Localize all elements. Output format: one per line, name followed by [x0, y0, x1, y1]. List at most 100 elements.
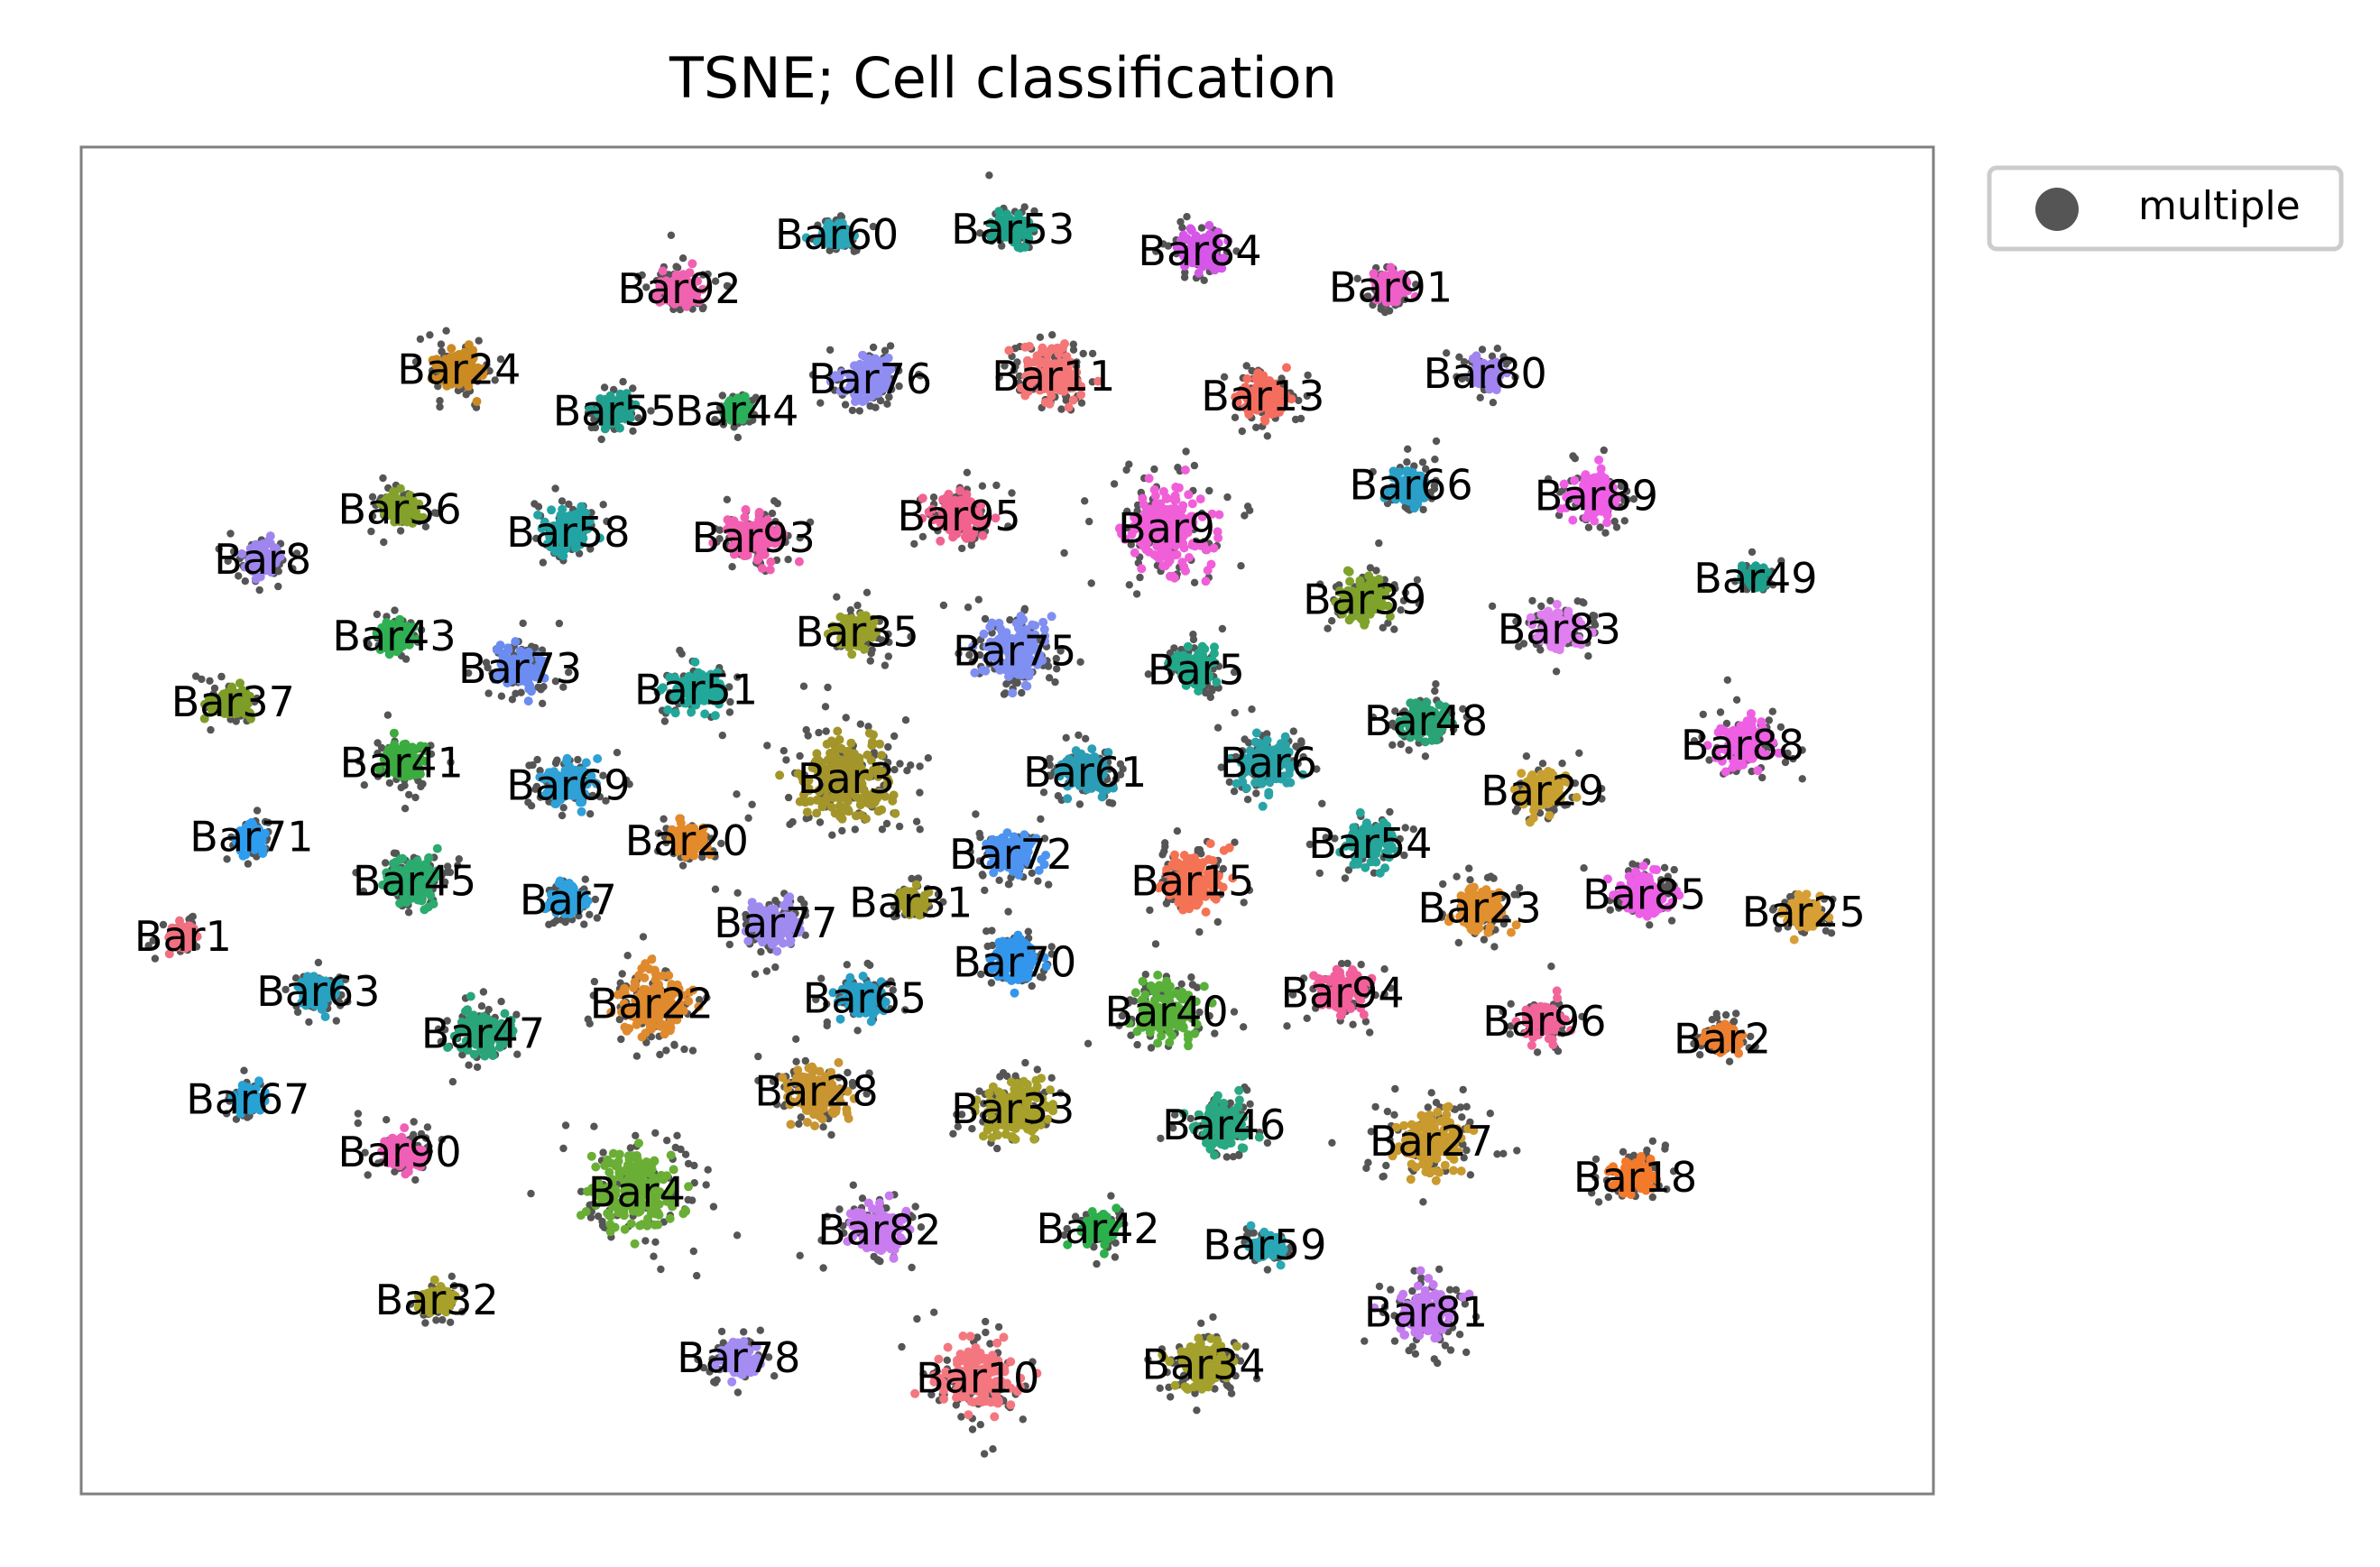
multiple-point: [436, 402, 444, 411]
cell-point: [1149, 484, 1159, 494]
multiple-point: [1218, 624, 1227, 633]
multiple-point: [1238, 427, 1247, 436]
multiple-point: [255, 585, 263, 595]
multiple-point: [1013, 678, 1021, 687]
cell-point: [1282, 363, 1291, 373]
multiple-point: [866, 657, 874, 665]
multiple-point: [1122, 465, 1130, 475]
multiple-point: [379, 474, 387, 483]
multiple-point: [869, 222, 878, 231]
multiple-point: [833, 593, 841, 601]
points-layer: [144, 171, 1837, 1458]
plot-frame: [79, 145, 1935, 1496]
multiple-point: [1432, 437, 1441, 446]
multiple-point: [619, 377, 627, 386]
multiple-point: [274, 582, 282, 591]
multiple-point: [1573, 597, 1582, 605]
multiple-point: [1601, 529, 1610, 537]
multiple-point: [1200, 276, 1208, 284]
multiple-point: [539, 699, 547, 707]
multiple-point: [1375, 539, 1383, 548]
cell-point: [1180, 465, 1190, 475]
cell-point: [1165, 552, 1175, 562]
multiple-point: [1150, 465, 1158, 474]
multiple-point: [974, 595, 983, 604]
multiple-point: [723, 495, 732, 503]
multiple-point: [1085, 517, 1093, 526]
multiple-point: [1048, 331, 1056, 339]
cell-point: [472, 397, 482, 406]
cluster-bar60: [801, 212, 878, 255]
multiple-point: [1036, 333, 1045, 341]
cell-point: [1025, 342, 1034, 351]
multiple-point: [1237, 562, 1245, 570]
multiple-point: [1223, 493, 1232, 502]
cell-point: [1038, 617, 1048, 627]
multiple-point: [1528, 596, 1536, 605]
multiple-point: [416, 335, 425, 344]
multiple-point: [678, 254, 687, 263]
multiple-point: [1206, 693, 1215, 702]
cell-point: [1201, 576, 1211, 586]
multiple-point: [1110, 480, 1119, 488]
cell-point: [813, 237, 822, 247]
multiple-point: [1057, 405, 1065, 413]
multiple-point: [1190, 578, 1199, 586]
cell-point: [1184, 490, 1194, 500]
cell-point: [1181, 566, 1190, 576]
cell-point: [1158, 561, 1168, 571]
cell-point: [1594, 455, 1604, 465]
multiple-point: [1252, 423, 1260, 431]
multiple-point: [551, 484, 559, 493]
multiple-point: [886, 342, 895, 350]
multiple-point: [1552, 668, 1561, 676]
cell-point: [1144, 474, 1154, 484]
multiple-point: [910, 539, 918, 548]
multiple-point: [837, 213, 846, 221]
multiple-point: [1076, 658, 1084, 666]
multiple-point: [1190, 461, 1199, 470]
multiple-point: [848, 406, 857, 415]
cell-point: [1206, 559, 1216, 569]
cell-point: [801, 233, 811, 243]
multiple-point: [863, 588, 872, 596]
chart-title: TSNE; Cell classification: [669, 45, 1337, 111]
multiple-point: [1584, 523, 1593, 531]
multiple-point: [530, 500, 539, 508]
multiple-point: [442, 327, 450, 335]
multiple-point: [1189, 635, 1198, 644]
multiple-point: [1205, 486, 1213, 495]
cell-point: [1137, 564, 1147, 574]
multiple-point: [426, 331, 434, 339]
cell-point: [1342, 566, 1352, 576]
cell-point: [765, 565, 775, 575]
multiple-point: [967, 541, 976, 549]
multiple-point: [1081, 497, 1089, 505]
multiple-point: [667, 231, 676, 239]
multiple-point: [1125, 581, 1134, 589]
cell-point: [1064, 402, 1074, 412]
multiple-point: [660, 717, 669, 725]
multiple-point: [475, 336, 483, 345]
multiple-point: [939, 601, 948, 610]
multiple-point: [718, 732, 726, 740]
multiple-point: [380, 538, 388, 547]
multiple-point: [1600, 446, 1609, 455]
cell-point: [1008, 688, 1018, 698]
multiple-point: [869, 343, 878, 352]
multiple-point: [1366, 564, 1375, 572]
cell-point: [1169, 573, 1179, 583]
multiple-point: [958, 544, 966, 553]
multiple-point: [597, 435, 605, 444]
multiple-point: [963, 468, 972, 476]
cell-point: [1195, 494, 1205, 504]
multiple-point: [539, 558, 548, 567]
multiple-point: [1390, 625, 1398, 633]
multiple-point: [1018, 688, 1026, 697]
multiple-point: [992, 481, 1001, 490]
multiple-point: [1263, 432, 1272, 440]
multiple-point: [1183, 213, 1191, 221]
multiple-point: [1246, 506, 1254, 514]
multiple-point: [1060, 548, 1068, 558]
